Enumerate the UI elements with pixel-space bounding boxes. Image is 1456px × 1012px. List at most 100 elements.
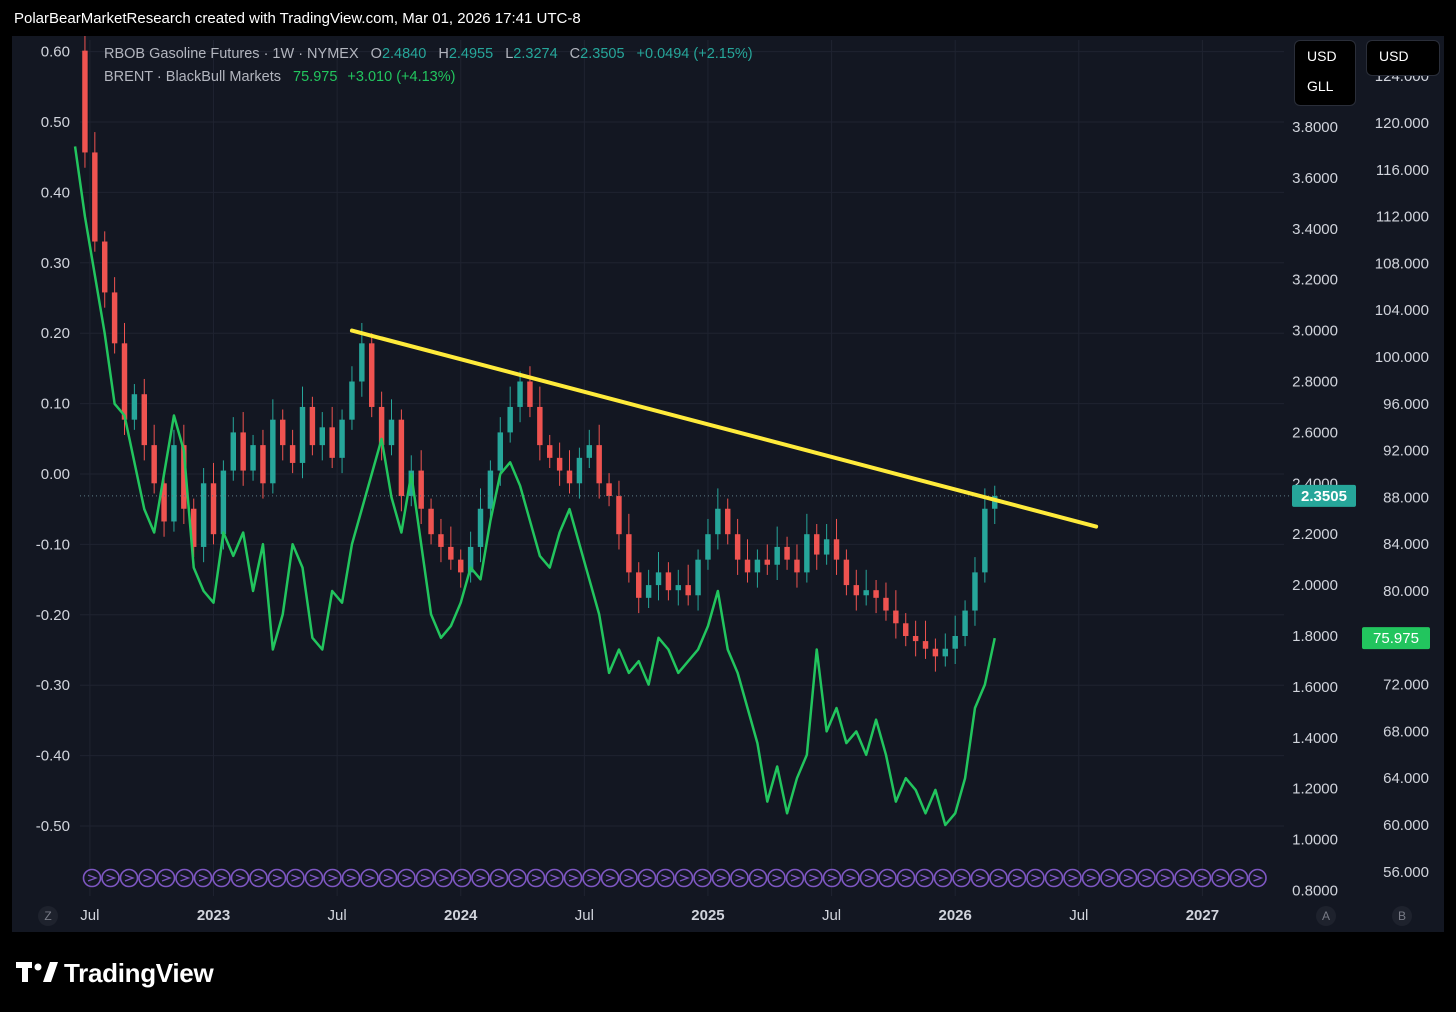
event-marker-icon[interactable] — [878, 868, 897, 888]
event-marker-icon[interactable] — [156, 868, 176, 888]
brent-last-price-badge — [1362, 627, 1430, 650]
event-marker-icon[interactable] — [249, 868, 268, 888]
rbob-candle — [319, 427, 326, 446]
event-marker-icon[interactable] — [397, 868, 416, 888]
event-marker-icon[interactable] — [82, 868, 102, 888]
event-marker-icon[interactable] — [489, 868, 509, 888]
event-marker-icon[interactable] — [545, 868, 564, 888]
event-marker-icon[interactable] — [452, 868, 472, 888]
event-marker-icon[interactable] — [822, 868, 842, 888]
chart-frame[interactable]: 0.60 0.50 0.40 0.30 0.20 0.10 0.00 -0.10 -0.20 -0… — [12, 36, 1444, 932]
event-marker-icon[interactable] — [563, 868, 583, 888]
rbob-axis-tick-label: 3.2000 — [1292, 272, 1338, 289]
rbob-candle — [537, 406, 543, 446]
event-marker-icon[interactable] — [656, 868, 675, 888]
event-marker-icon[interactable] — [693, 868, 712, 888]
rbob-candle — [270, 419, 276, 484]
event-arrow-icon — [827, 874, 838, 882]
event-marker-icon[interactable] — [804, 868, 823, 888]
rbob-candle — [784, 546, 790, 560]
event-marker-icon[interactable] — [1192, 868, 1212, 888]
rbob-candle — [102, 241, 108, 293]
event-marker-icon[interactable] — [896, 868, 916, 888]
event-marker-icon[interactable] — [341, 868, 361, 888]
event-marker-icon[interactable] — [1229, 868, 1249, 888]
event-marker-icon[interactable] — [230, 868, 250, 888]
legend-brent[interactable]: BRENT · BlackBull Markets 75.975 +3.010 … — [104, 69, 455, 85]
rbob-candle — [507, 406, 513, 433]
right-axis-currency-button[interactable]: USD — [1366, 40, 1440, 76]
rbob-candle — [764, 559, 771, 565]
event-marker-icon[interactable] — [175, 868, 194, 888]
event-marker-icon[interactable] — [119, 868, 139, 888]
event-marker-icon[interactable] — [970, 868, 990, 888]
event-marker-icon[interactable] — [582, 868, 601, 888]
event-marker-icon[interactable] — [526, 868, 546, 888]
event-marker-icon[interactable] — [434, 868, 453, 888]
chart-canvas[interactable]: 0.60 0.50 0.40 0.30 0.20 0.10 0.00 -0.10 -0.20 -0… — [12, 36, 1444, 932]
rbob-candle — [289, 445, 296, 463]
event-marker-icon[interactable] — [1137, 868, 1156, 888]
event-marker-icon[interactable] — [471, 868, 490, 888]
event-marker-icon[interactable] — [637, 868, 657, 888]
event-marker-icon[interactable] — [360, 868, 379, 888]
event-marker-icon[interactable] — [711, 868, 731, 888]
event-marker-icon[interactable] — [1155, 868, 1175, 888]
event-marker-icon[interactable] — [508, 868, 527, 888]
event-marker-icon[interactable] — [1211, 868, 1230, 888]
event-marker-icon[interactable] — [267, 868, 287, 888]
rbob-candle — [240, 432, 246, 471]
trendline[interactable] — [349, 328, 1099, 529]
event-marker-icon[interactable] — [1063, 868, 1082, 888]
auto-scale-button[interactable]: A — [1316, 906, 1336, 926]
rbob-axis-tick-label: 2.0000 — [1292, 577, 1338, 594]
event-marker-icon[interactable] — [415, 868, 435, 888]
z-button[interactable]: Z — [38, 906, 58, 926]
event-marker-icon[interactable] — [1081, 868, 1101, 888]
rbob-candle — [962, 610, 968, 636]
rbob-candle — [893, 610, 899, 624]
event-arrow-icon — [328, 874, 339, 882]
event-marker-icon[interactable] — [378, 868, 398, 888]
event-marker-icon[interactable] — [767, 868, 786, 888]
legend-rbob[interactable]: RBOB Gasoline Futures · 1W · NYMEX O2.48… — [104, 46, 753, 62]
event-marker-icon[interactable] — [212, 868, 231, 888]
event-marker-icon[interactable] — [674, 868, 694, 888]
rbob-candle — [171, 445, 177, 522]
event-marker-icon[interactable] — [730, 868, 749, 888]
event-marker-icon[interactable] — [1174, 868, 1193, 888]
event-marker-icon[interactable] — [101, 868, 120, 888]
event-marker-icon[interactable] — [933, 868, 953, 888]
event-arrow-icon — [753, 874, 764, 882]
event-marker-icon[interactable] — [1248, 868, 1267, 888]
legend-brent-last: 75.975 — [293, 69, 338, 85]
event-arrow-icon — [235, 874, 246, 882]
event-marker-icon[interactable] — [619, 868, 638, 888]
event-marker-icon[interactable] — [138, 868, 157, 888]
rbob-candle — [260, 445, 266, 484]
event-marker-icon[interactable] — [600, 868, 620, 888]
event-marker-icon[interactable] — [1026, 868, 1045, 888]
tradingview-logo[interactable]: TradingView — [16, 958, 214, 988]
currency-right-label: USD — [1379, 48, 1409, 64]
b-button[interactable]: B — [1392, 906, 1412, 926]
event-marker-icon[interactable] — [304, 868, 324, 888]
event-arrow-icon — [1012, 874, 1023, 882]
x-axis-tick-label: 2027 — [1186, 907, 1219, 924]
left-axis-currency-button[interactable]: USD GLL — [1294, 40, 1356, 106]
rbob-candle — [448, 546, 454, 560]
event-marker-icon[interactable] — [915, 868, 934, 888]
event-marker-icon[interactable] — [1100, 868, 1119, 888]
event-marker-icon[interactable] — [1044, 868, 1064, 888]
event-marker-icon[interactable] — [748, 868, 768, 888]
event-marker-icon[interactable] — [785, 868, 805, 888]
event-marker-icon[interactable] — [286, 868, 305, 888]
event-marker-icon[interactable] — [1007, 868, 1027, 888]
event-marker-icon[interactable] — [1118, 868, 1138, 888]
event-marker-icon[interactable] — [841, 868, 860, 888]
event-marker-icon[interactable] — [859, 868, 879, 888]
event-marker-icon[interactable] — [323, 868, 342, 888]
event-marker-icon[interactable] — [952, 868, 971, 888]
event-marker-icon[interactable] — [193, 868, 213, 888]
event-marker-icon[interactable] — [989, 868, 1008, 888]
